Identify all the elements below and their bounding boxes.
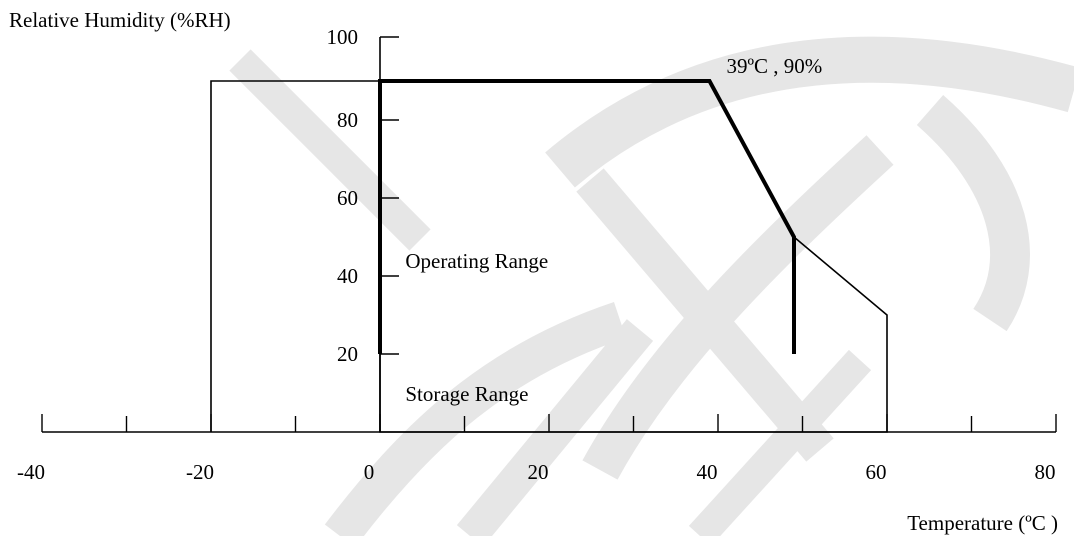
y-tick-label-1: 40: [337, 264, 358, 288]
region-label-storage-range: Storage Range: [405, 382, 528, 406]
region-label-operating-range: Operating Range: [405, 249, 548, 273]
y-tick-label-2: 60: [337, 186, 358, 210]
watermark-stroke-6: [229, 49, 431, 251]
x-tick-label-2: 0: [364, 460, 375, 484]
x-tick-label-4: 40: [697, 460, 718, 484]
watermark-stroke-5: [916, 94, 1030, 332]
x-axis-label: Temperature (ºC ): [907, 511, 1058, 535]
x-tick-label-5: 60: [866, 460, 887, 484]
watermark-stroke-0: [545, 36, 1074, 188]
x-tick-label-6: 80: [1035, 460, 1056, 484]
x-tick-label-3: 20: [528, 460, 549, 484]
y-axis-label: Relative Humidity (%RH): [9, 8, 231, 32]
chart-labels: Relative Humidity (%RH) Temperature (ºC …: [9, 8, 1058, 535]
watermark-stroke-3: [324, 301, 627, 536]
annotation-label-0: 39ºC , 90%: [726, 54, 822, 78]
y-tick-label-4: 100: [327, 25, 359, 49]
x-tick-label-0: -40: [17, 460, 45, 484]
x-tick-label-1: -20: [186, 460, 214, 484]
axes: -40 -20 0 20 40 60 80 20 40 60 80 100: [17, 25, 1057, 484]
watermark-stroke-7: [688, 349, 872, 536]
background-watermark: [229, 36, 1074, 536]
watermark-stroke-4: [456, 319, 654, 536]
y-tick-label-0: 20: [337, 342, 358, 366]
y-tick-label-3: 80: [337, 108, 358, 132]
watermark-stroke-2: [582, 135, 894, 480]
